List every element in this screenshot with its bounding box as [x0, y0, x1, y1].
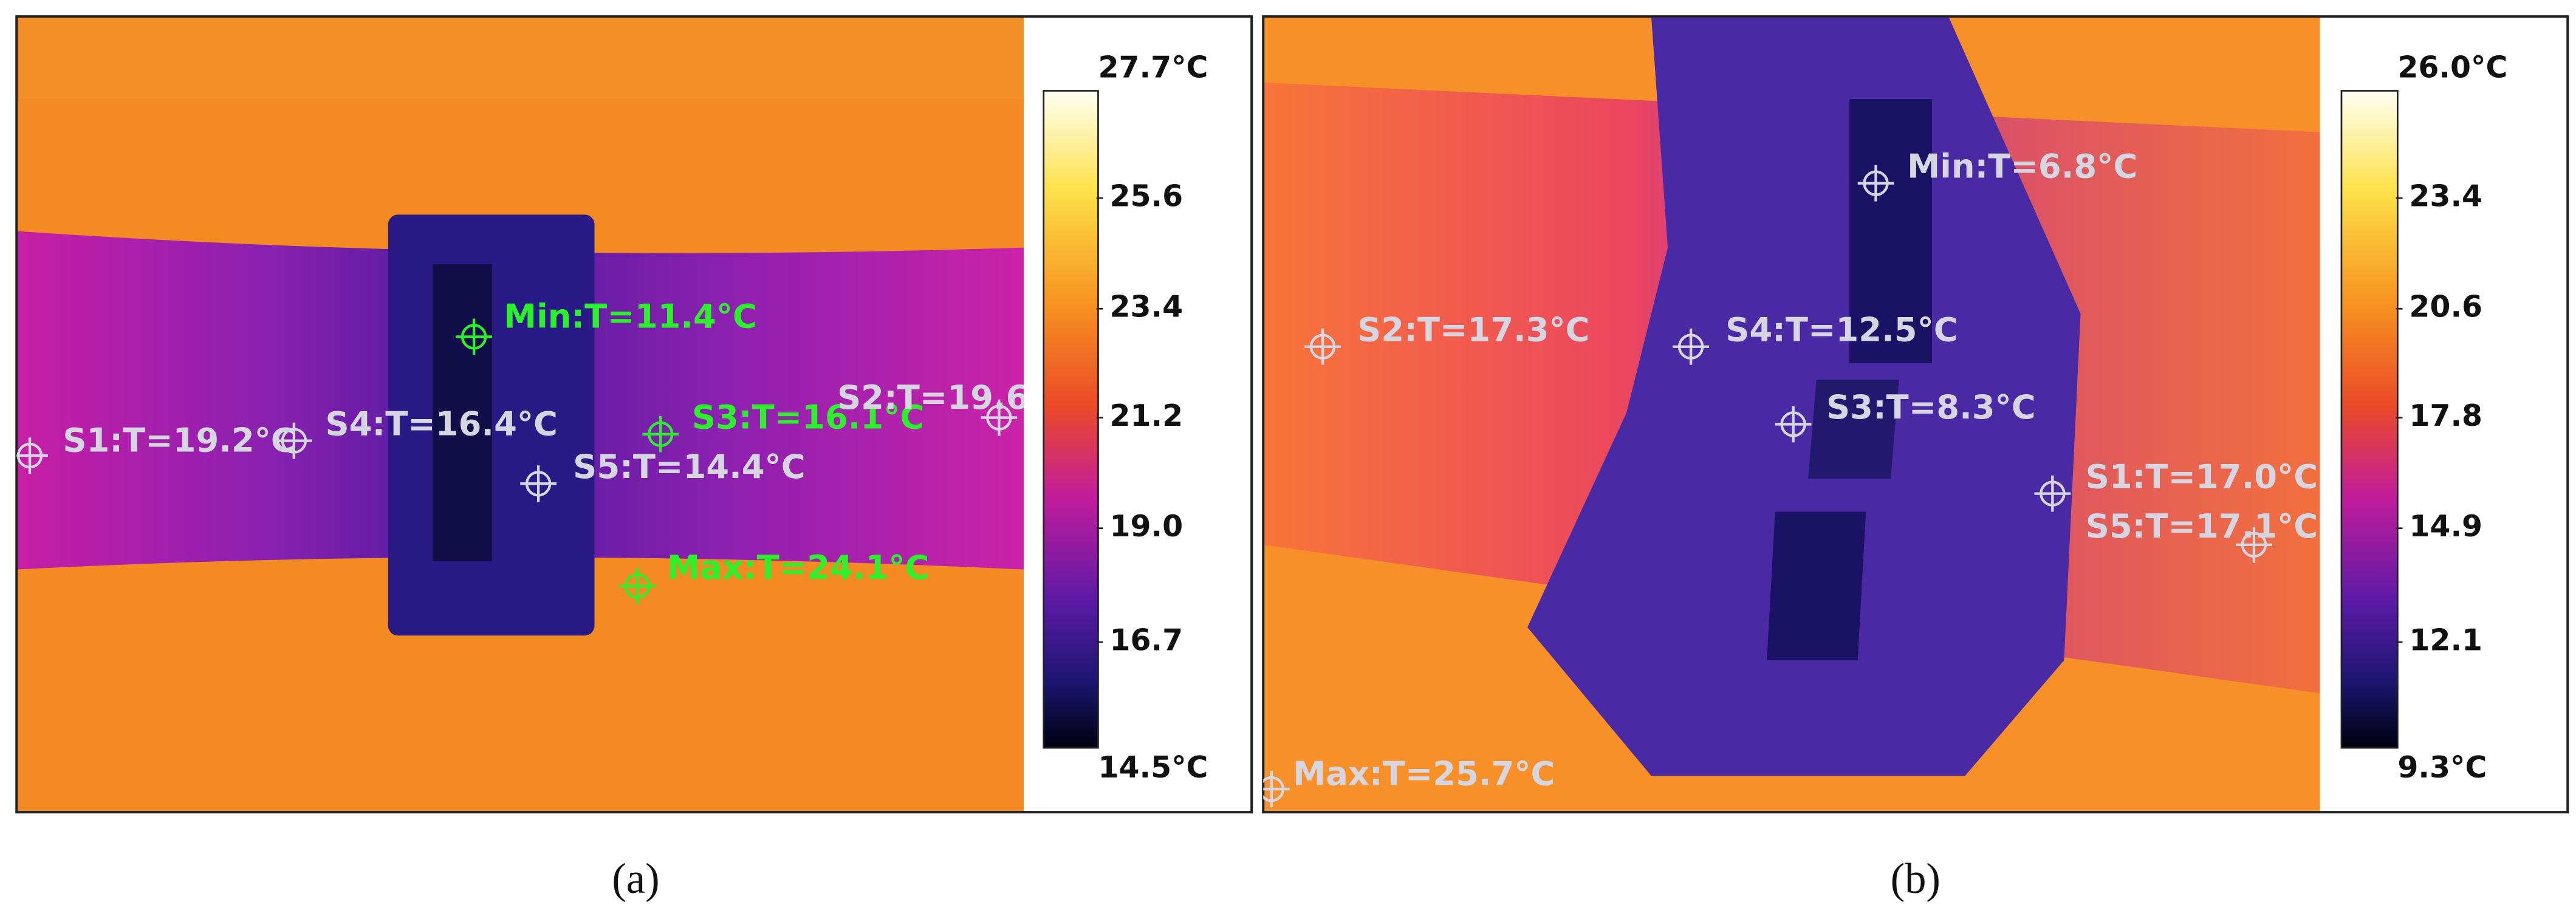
colorbar-tick-label: 19.0	[1109, 509, 1183, 544]
caption: (b)	[1891, 855, 1941, 903]
colorbar-tick-label: 14.9	[2409, 509, 2482, 544]
panel-a	[15, 15, 1253, 814]
crosshair	[2034, 475, 2071, 512]
crosshair	[1263, 771, 1290, 808]
spot-layer: Min:T=6.8°C S2:T=17.3°C S4:T=12.5°C S3:T=8.…	[1263, 147, 2318, 808]
spot-label: S1:T=19.2°C	[63, 421, 295, 459]
spot-label: Min:T=11.4°C	[504, 298, 757, 336]
crosshair	[2236, 526, 2272, 563]
colorbar-max: 26.0°C	[2397, 50, 2507, 85]
colorbar-tick-label: 20.6	[2409, 290, 2482, 324]
spot-label: S4:T=12.5°C	[1725, 310, 1958, 349]
crosshair	[1775, 406, 1812, 443]
spot-label: S2:T=19.6	[837, 378, 1029, 417]
crosshair	[1857, 165, 1894, 202]
colorbar-tick-label: 16.7	[1109, 623, 1183, 658]
spot-label: S2:T=17.3°C	[1357, 310, 1589, 349]
colorbar-max: 27.7°C	[1098, 50, 1208, 85]
spot-label: S5:T=17.1°C	[2086, 507, 2318, 545]
crosshair	[275, 422, 312, 459]
spot-label: S5:T=14.4°C	[573, 448, 805, 486]
spot-label: Max:T=25.7°C	[1293, 754, 1555, 793]
crosshair	[1673, 328, 1710, 365]
crosshair	[619, 567, 656, 604]
caption: (a)	[612, 855, 659, 903]
spot-layer: S1:T=19.2°C S4:T=16.4°C Min:T=11.4°C S3:T=1…	[16, 298, 1029, 604]
spot-label: S3:T=16.1°C	[692, 398, 924, 436]
colorbar-tick-label: 25.6	[1109, 179, 1183, 214]
colorbar-tick-label: 12.1	[2409, 623, 2482, 658]
colorbar-tick-label: 23.4	[1109, 290, 1183, 324]
crosshair	[456, 318, 493, 355]
spot-label: Max:T=24.1°C	[667, 548, 929, 587]
spot-label: Min:T=6.8°C	[1907, 147, 2137, 185]
colorbar-tick-label: 23.4	[2409, 179, 2482, 214]
spot-label: S3:T=8.3°C	[1826, 388, 2036, 426]
crosshair	[520, 465, 557, 502]
colorbar-min: 14.5°C	[1098, 750, 1208, 785]
spot-label: S1:T=17.0°C	[2086, 457, 2318, 496]
crosshair	[981, 399, 1018, 436]
colorbar-min: 9.3°C	[2397, 750, 2487, 785]
thermal-image	[1263, 16, 2320, 813]
crosshair	[1304, 328, 1341, 365]
crosshair	[16, 437, 48, 474]
thermal-image	[16, 16, 1024, 813]
crosshair	[642, 415, 679, 453]
panel-b	[1262, 15, 2569, 814]
colorbar-tick-label: 17.8	[2409, 398, 2482, 433]
colorbar-tick-label: 21.2	[1109, 398, 1183, 433]
spot-label: S4:T=16.4°C	[326, 405, 558, 443]
